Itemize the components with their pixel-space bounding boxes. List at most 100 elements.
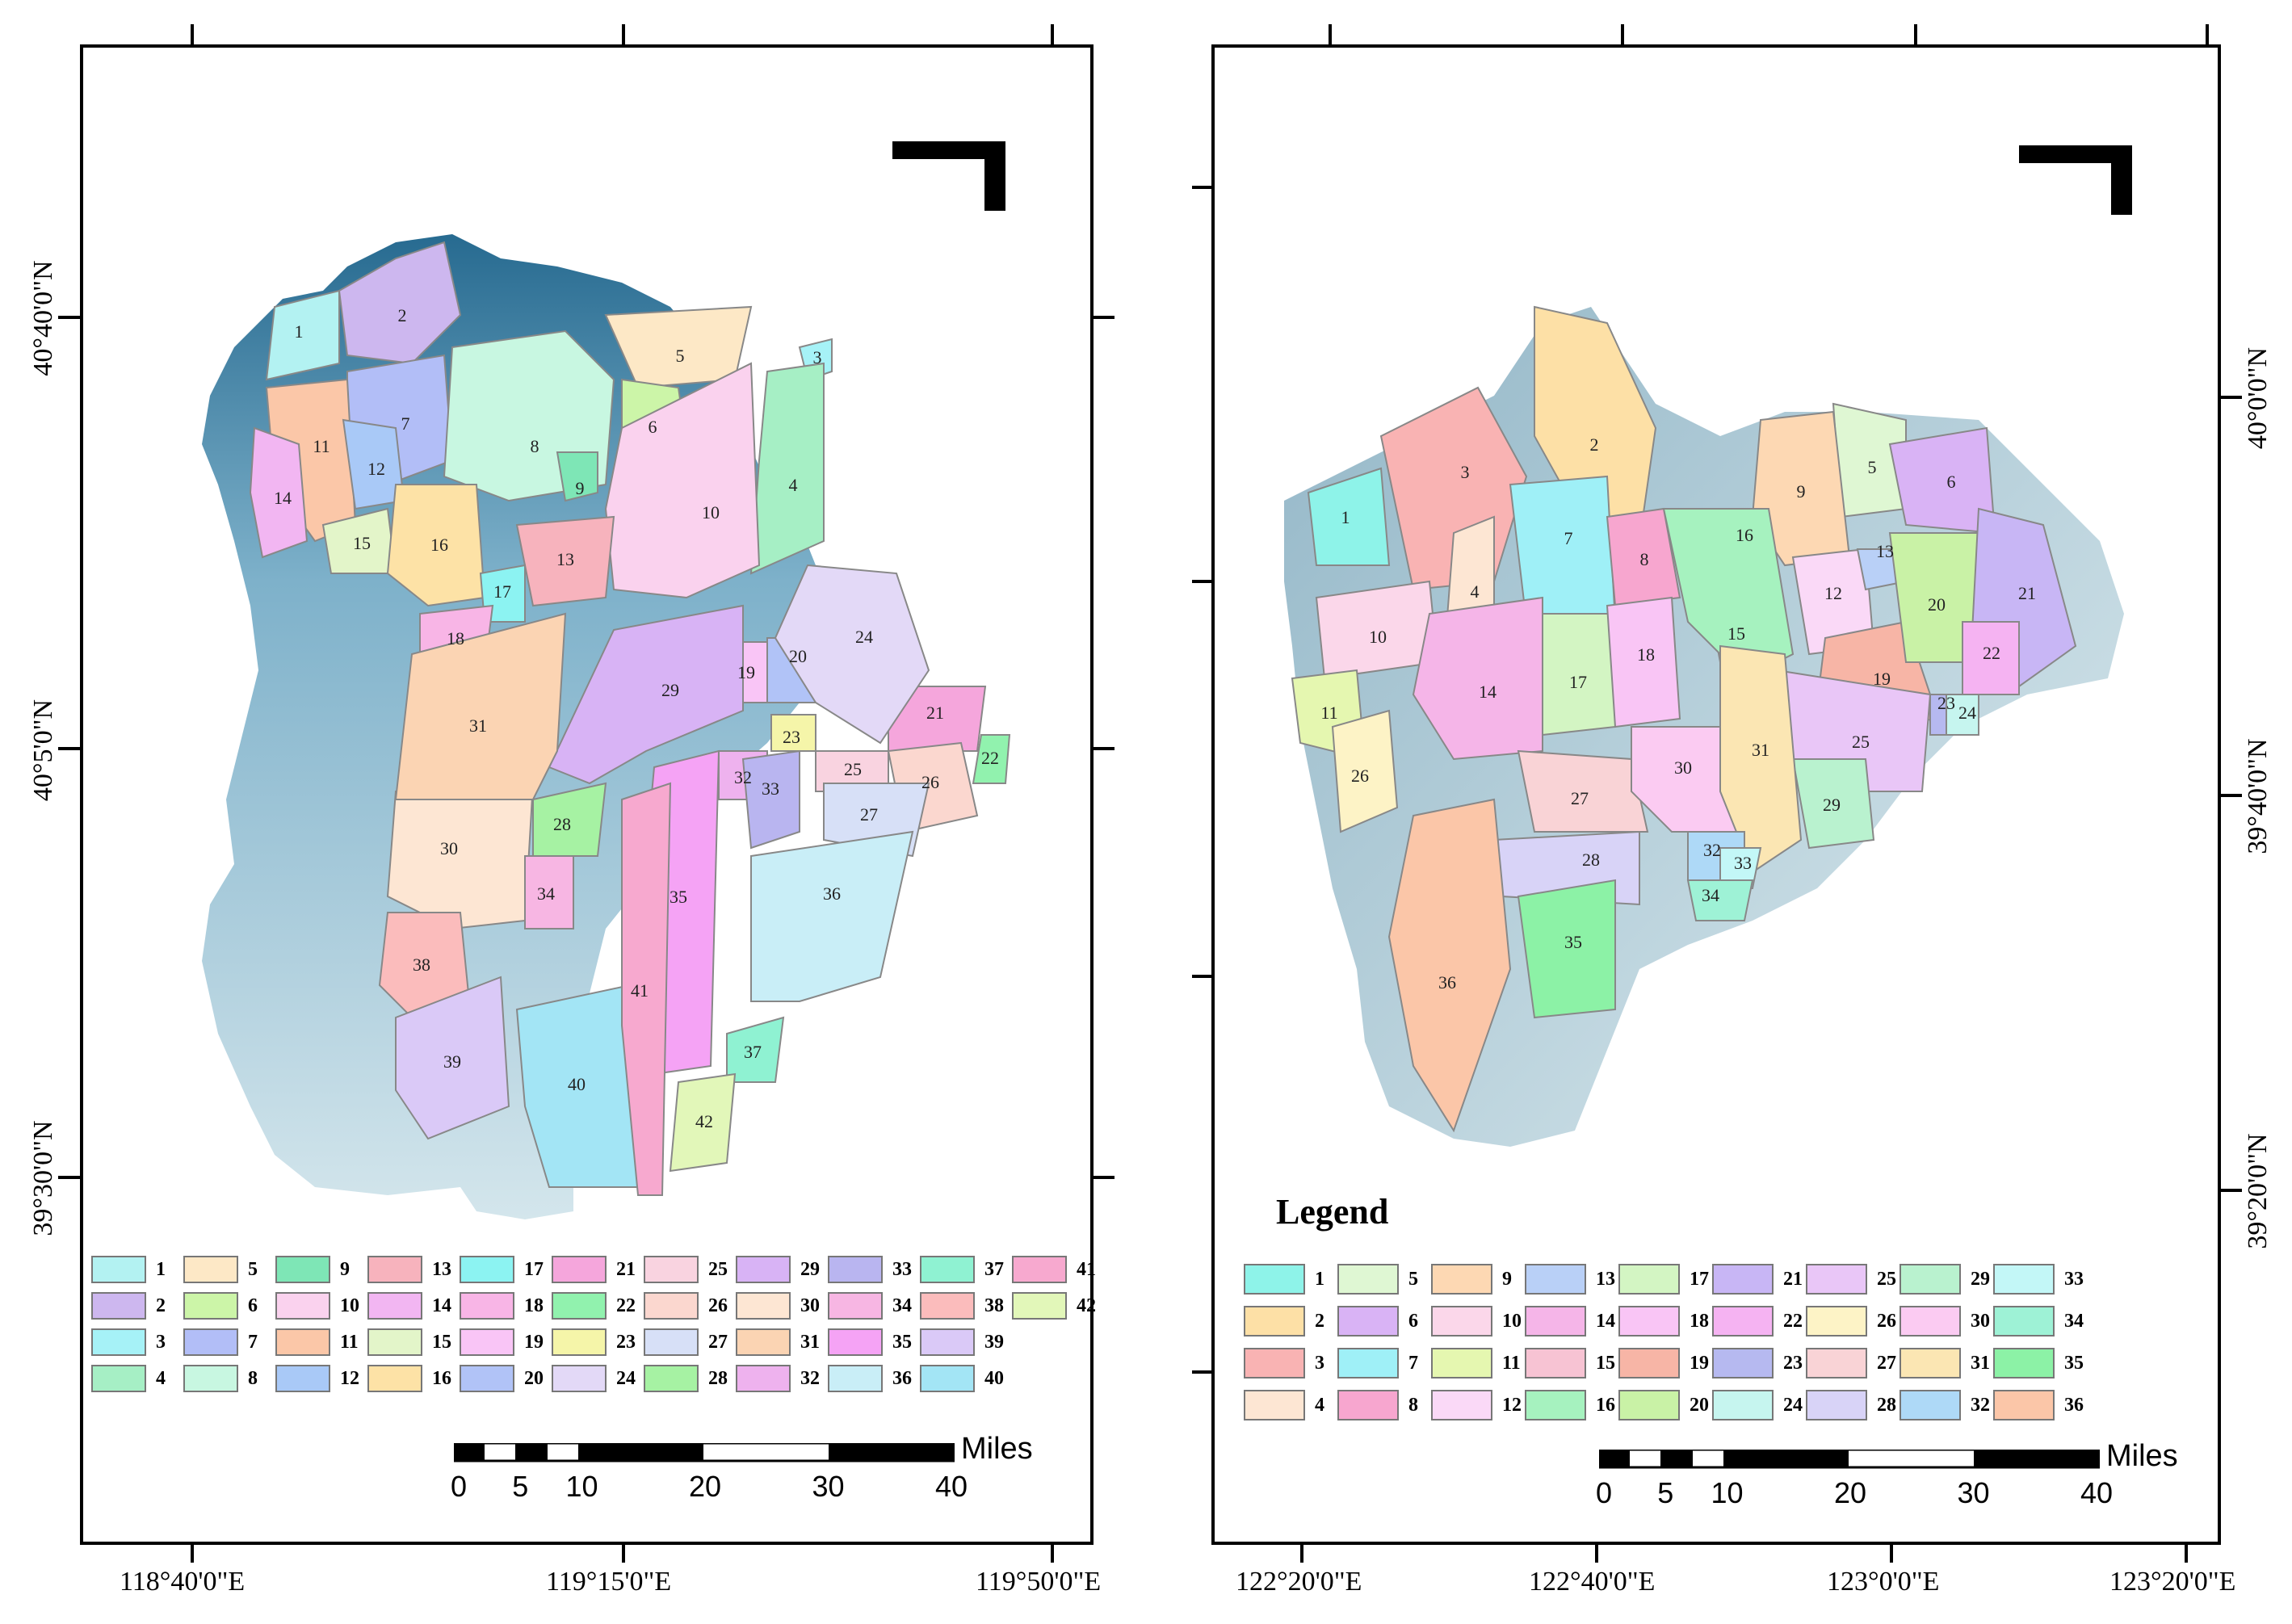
region-label: 4 <box>789 475 798 495</box>
legend-swatch <box>920 1365 975 1392</box>
legend-item: 33 <box>1993 1264 2084 1295</box>
legend-swatch <box>1525 1306 1586 1337</box>
region-label: 32 <box>734 767 752 787</box>
legend-label: 15 <box>1596 1352 1615 1374</box>
legend-label: 5 <box>1408 1268 1418 1290</box>
legend-label: 21 <box>1783 1268 1803 1290</box>
region-label: 40 <box>568 1074 586 1094</box>
region-label: 1 <box>295 321 304 342</box>
legend-swatch <box>1806 1348 1867 1379</box>
region-label: 25 <box>844 759 862 779</box>
scale-tick-label: 30 <box>812 1470 845 1503</box>
legend-item: 6 <box>1337 1306 1418 1337</box>
right-scale-bar <box>1599 1450 2100 1469</box>
region-label: 18 <box>1637 644 1655 665</box>
scale-tick-label: 5 <box>1657 1476 1674 1509</box>
legend-label: 32 <box>800 1367 820 1389</box>
region-polygon <box>249 426 309 559</box>
legend-swatch <box>1012 1292 1067 1320</box>
legend-swatch <box>1618 1264 1680 1295</box>
legend-item: 40 <box>920 1365 1004 1392</box>
legend-item: 25 <box>644 1256 728 1283</box>
scale-tick-label: 20 <box>1833 1476 1867 1509</box>
region-polygon <box>1791 758 1875 850</box>
region-label: 8 <box>1640 549 1649 569</box>
legend-item: 8 <box>183 1365 258 1392</box>
legend-label: 39 <box>984 1331 1004 1353</box>
legend-item: 27 <box>1806 1348 1896 1379</box>
legend-label: 27 <box>1877 1352 1896 1374</box>
region-polygon <box>394 612 567 800</box>
left-side-tick <box>1092 1176 1115 1179</box>
legend-swatch <box>367 1292 422 1320</box>
left-lon-label: 119°15'0"E <box>546 1567 672 1597</box>
scale-tick-label: 10 <box>1711 1476 1744 1509</box>
region-label: 13 <box>1876 541 1894 561</box>
legend-swatch <box>91 1256 146 1283</box>
region-label: 31 <box>1752 740 1769 760</box>
region-label: 22 <box>981 748 999 768</box>
legend-swatch <box>183 1256 238 1283</box>
legend-swatch <box>1337 1264 1399 1295</box>
legend-label: 37 <box>984 1258 1004 1280</box>
right-lat-label: 39°40'0"N <box>2243 738 2273 854</box>
legend-swatch <box>828 1292 883 1320</box>
legend-swatch <box>1806 1390 1867 1420</box>
legend-item: 13 <box>367 1256 451 1283</box>
region-label: 38 <box>413 955 430 975</box>
legend-item: 5 <box>1337 1264 1418 1295</box>
region-label: 24 <box>1958 703 1976 723</box>
legend-swatch <box>367 1256 422 1283</box>
legend-swatch <box>828 1256 883 1283</box>
legend-label: 18 <box>524 1295 544 1316</box>
legend-label: 14 <box>432 1295 451 1316</box>
legend-label: 3 <box>1315 1352 1324 1374</box>
legend-item: 29 <box>1900 1264 1990 1295</box>
region-label: 25 <box>1852 732 1870 752</box>
legend-swatch <box>920 1328 975 1356</box>
right-side-tick <box>1192 1370 1213 1374</box>
region-label: 35 <box>1564 932 1582 952</box>
region-polygon <box>1412 596 1543 761</box>
legend-swatch <box>552 1256 607 1283</box>
region-label: 14 <box>274 488 292 508</box>
legend-item: 32 <box>736 1365 820 1392</box>
legend-item: 36 <box>828 1365 912 1392</box>
legend-swatch <box>1900 1390 1961 1420</box>
legend-label: 16 <box>432 1367 451 1389</box>
legend-label: 41 <box>1077 1258 1096 1280</box>
legend-item: 15 <box>1525 1348 1615 1379</box>
legend-item: 32 <box>1900 1390 1990 1420</box>
legend-label: 34 <box>892 1295 912 1316</box>
legend-swatch <box>552 1328 607 1356</box>
region-label: 20 <box>789 646 807 666</box>
legend-item: 16 <box>1525 1390 1615 1420</box>
region-label: 29 <box>661 680 679 700</box>
region-label: 32 <box>1703 840 1721 860</box>
legend-label: 6 <box>248 1295 258 1316</box>
legend-swatch <box>183 1328 238 1356</box>
legend-label: 4 <box>156 1367 166 1389</box>
region-label: 12 <box>1824 583 1842 603</box>
region-polygon <box>1686 879 1754 921</box>
region-polygon <box>1307 467 1391 566</box>
legend-label: 1 <box>156 1258 166 1280</box>
region-polygon <box>395 976 510 1140</box>
right-top-tick <box>1914 24 1917 45</box>
legend-item: 13 <box>1525 1264 1615 1295</box>
region-polygon <box>1946 694 1979 736</box>
legend-label: 13 <box>432 1258 451 1280</box>
region-label: 8 <box>531 436 539 456</box>
legend-swatch <box>1900 1348 1961 1379</box>
legend-label: 24 <box>1783 1394 1803 1416</box>
region-label: 21 <box>926 703 944 723</box>
region-label: 7 <box>401 413 410 434</box>
legend-swatch <box>1244 1306 1305 1337</box>
legend-swatch <box>1712 1264 1774 1295</box>
right-side-tick <box>1192 975 1213 978</box>
right-top-tick <box>1621 24 1624 45</box>
legend-label: 15 <box>432 1331 451 1353</box>
legend-item: 10 <box>275 1292 359 1320</box>
legend-swatch <box>460 1328 514 1356</box>
